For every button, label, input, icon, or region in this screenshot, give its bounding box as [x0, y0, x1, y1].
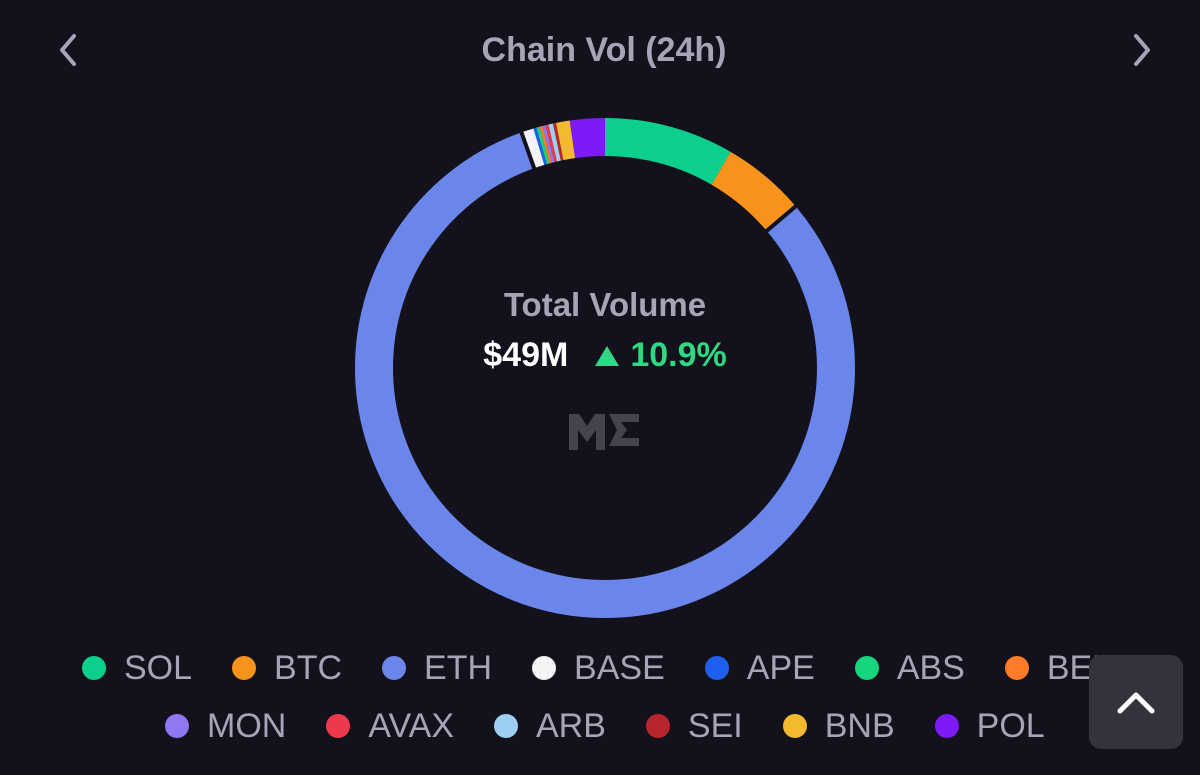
legend-label: AVAX: [368, 707, 454, 745]
legend-dot-icon: [934, 714, 959, 738]
legend-dot-icon: [704, 656, 729, 680]
next-chart-button[interactable]: [1120, 28, 1164, 72]
legend-dot-icon: [82, 656, 106, 680]
legend-dot-icon: [645, 714, 670, 738]
magic-eden-logo-icon: [569, 414, 639, 450]
legend-dot-icon: [854, 656, 879, 680]
legend-dot-icon: [382, 656, 407, 680]
legend-dot-icon: [494, 714, 518, 738]
legend-item-avax[interactable]: AVAX: [326, 706, 454, 746]
legend-label: ABS: [896, 649, 965, 687]
legend-label: APE: [746, 649, 815, 687]
triangle-up-icon: [595, 345, 620, 366]
legend-item-pol[interactable]: POL: [934, 706, 1045, 746]
total-volume-label: Total Volume: [503, 286, 707, 323]
legend-item-sol[interactable]: SOL: [82, 648, 192, 688]
scroll-to-top-button[interactable]: [1089, 655, 1183, 749]
legend-item-sei[interactable]: SEI: [645, 706, 743, 746]
legend-row: SOLBTCETHBASEAPEABSBERA: [82, 640, 1139, 696]
donut-slice-eth[interactable]: [355, 118, 855, 618]
slice-separator: [518, 129, 537, 171]
legend-dot-icon: [326, 714, 351, 738]
legend-item-abs[interactable]: ABS: [854, 648, 965, 688]
previous-chart-button[interactable]: [46, 28, 90, 72]
chevron-left-icon: [60, 34, 76, 66]
legend-label: BASE: [574, 649, 665, 687]
legend-label: POL: [976, 707, 1045, 745]
legend-label: BTC: [274, 649, 343, 687]
legend-dot-icon: [532, 656, 557, 680]
slice-separator: [763, 203, 799, 234]
legend-label: MON: [207, 707, 287, 745]
total-volume-row: $49M 10.9%: [405, 336, 805, 375]
legend-label: ARB: [536, 707, 606, 745]
donut-slice-pol[interactable]: [355, 118, 855, 618]
legend-dot-icon: [782, 714, 807, 738]
legend-item-ape[interactable]: APE: [704, 648, 815, 688]
chart-title: Chain Vol (24h): [481, 31, 727, 69]
volume-change: 10.9%: [594, 336, 727, 375]
legend-dot-icon: [165, 714, 189, 738]
legend-label: SOL: [124, 649, 193, 687]
legend-label: ETH: [424, 649, 493, 687]
legend-label: SEI: [687, 707, 743, 745]
legend-item-btc[interactable]: BTC: [232, 648, 342, 688]
legend-row: MON AVAX ARB SEI BNB POL: [165, 698, 1045, 754]
total-volume-value: $49M: [483, 336, 569, 374]
donut-center: Total Volume $49M 10.9%: [405, 280, 805, 375]
donut-chart: [355, 118, 855, 618]
chevron-up-icon: [1117, 692, 1155, 714]
chevron-right-icon: [1134, 34, 1150, 66]
legend-item-base[interactable]: BASE: [532, 648, 665, 688]
legend-item-arb[interactable]: ARB: [494, 706, 606, 746]
legend-label: BNB: [824, 707, 895, 745]
legend-dot-icon: [232, 656, 257, 680]
volume-change-value: 10.9%: [630, 336, 727, 374]
legend-item-mon[interactable]: MON: [165, 706, 286, 746]
legend-item-bnb[interactable]: BNB: [782, 706, 895, 746]
legend-dot-icon: [1004, 656, 1029, 680]
legend-item-eth[interactable]: ETH: [382, 648, 492, 688]
